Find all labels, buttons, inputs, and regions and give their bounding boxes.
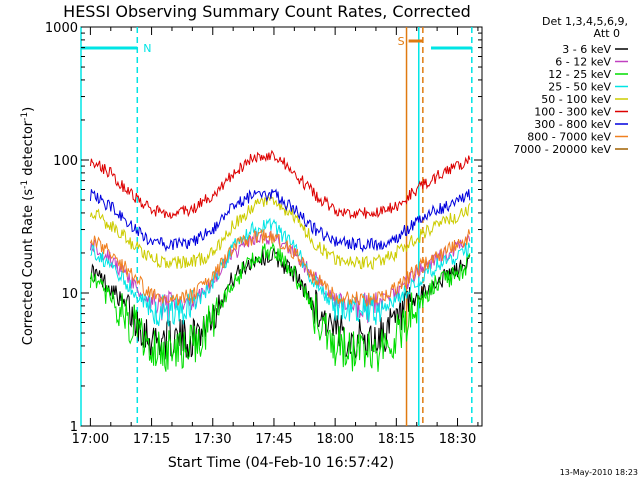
legend-label: 800 - 7000 keV xyxy=(527,131,611,144)
series-lines xyxy=(89,149,471,372)
series-line xyxy=(89,229,471,307)
x-tick-label: 18:30 xyxy=(439,432,476,447)
x-tick-label: 18:00 xyxy=(316,432,353,447)
y-axis-label-main: Corrected Count Rate (s xyxy=(21,189,36,346)
series-line xyxy=(89,188,471,253)
chart-title: HESSI Observing Summary Count Rates, Cor… xyxy=(63,2,471,21)
x-tick-label: 17:45 xyxy=(255,432,292,447)
series-line xyxy=(89,242,471,372)
legend-header-line-2: Att 0 xyxy=(594,27,620,40)
footer-date: 13-May-2010 18:23 xyxy=(560,468,638,477)
legend-header-line-1: Det 1,3,4,5,6,9, xyxy=(542,15,628,28)
series-line xyxy=(90,217,471,327)
y-axis-label-end: ) xyxy=(21,107,36,112)
y-tick-label: 10 xyxy=(61,287,78,302)
x-tick-label: 18:15 xyxy=(378,432,415,447)
x-tick-label: 17:00 xyxy=(72,432,109,447)
flag-label: N xyxy=(143,42,151,55)
flag-label: S xyxy=(398,35,405,48)
legend-label: 3 - 6 keV xyxy=(562,43,611,56)
legend-label: 7000 - 20000 keV xyxy=(513,143,611,156)
y-axis-label-exp2: -1 xyxy=(20,112,30,121)
x-tick-label: 17:30 xyxy=(194,432,231,447)
legend-label: 25 - 50 keV xyxy=(548,81,611,94)
x-axis: 17:00 17:15 17:30 17:45 18:00 18:15 18:30 xyxy=(72,27,479,447)
legend-label: 100 - 300 keV xyxy=(534,106,611,119)
y-tick-label: 1 xyxy=(70,420,78,435)
y-axis-label: Corrected Count Rate (s-1 detector-1) xyxy=(20,107,36,345)
y-axis-label-exp1: -1 xyxy=(20,180,30,189)
legend-label: 50 - 100 keV xyxy=(541,93,611,106)
legend-label: 6 - 12 keV xyxy=(555,56,611,69)
plot-frame xyxy=(80,26,483,427)
flag-bars: NS xyxy=(81,35,472,55)
series-line xyxy=(89,194,471,271)
y-axis: 1 10 100 1000 xyxy=(45,21,482,435)
x-tick-label: 17:15 xyxy=(133,432,170,447)
legend-header: Det 1,3,4,5,6,9, Att 0 xyxy=(542,15,628,40)
y-axis-label-mid: detector xyxy=(21,120,36,180)
series-line xyxy=(89,149,471,220)
legend-label: 300 - 800 keV xyxy=(534,118,611,131)
x-axis-label: Start Time (04-Feb-10 16:57:42) xyxy=(168,455,394,471)
legend-label: 12 - 25 keV xyxy=(548,68,611,81)
series-line xyxy=(89,247,471,360)
y-tick-label: 1000 xyxy=(45,21,78,36)
y-tick-label: 100 xyxy=(53,154,78,169)
time-markers xyxy=(80,27,473,426)
